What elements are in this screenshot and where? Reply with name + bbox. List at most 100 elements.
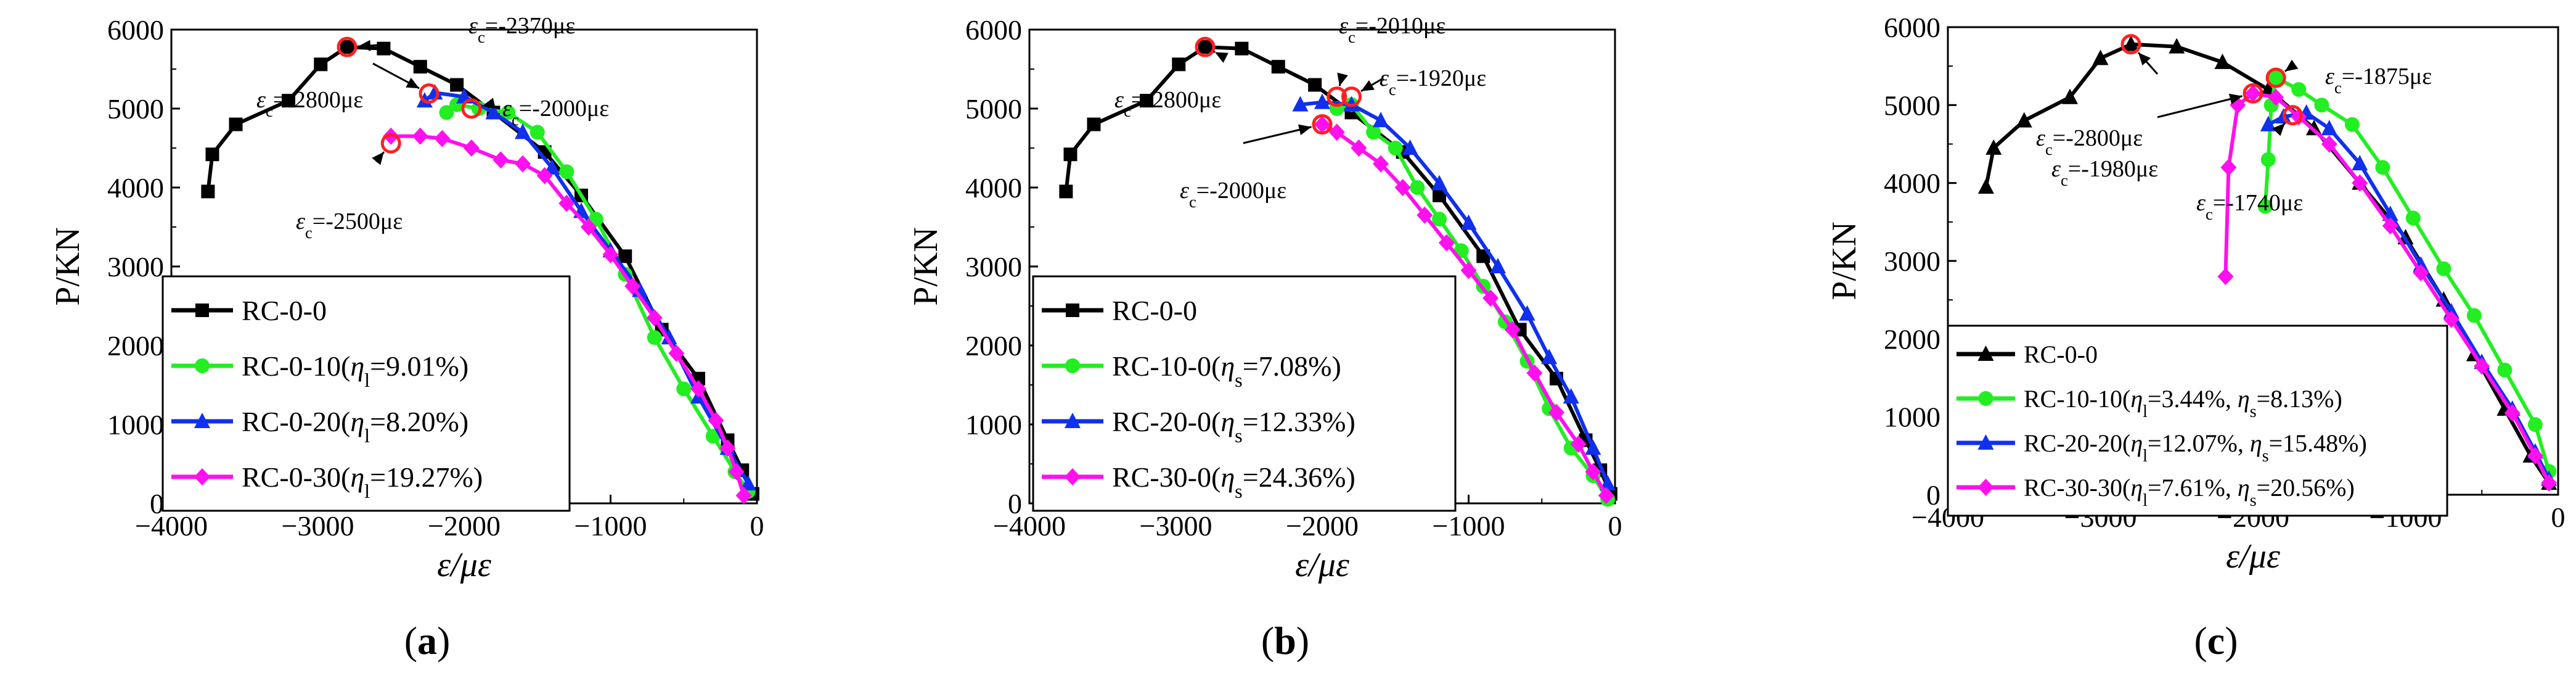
y-tick-label: 4000 (965, 172, 1022, 204)
series-RC-30-0 (1314, 115, 1614, 505)
panel-label: (c) (2194, 619, 2238, 663)
data-point-RC-0-30 (602, 246, 619, 263)
y-tick-label: 0 (1008, 488, 1022, 519)
data-point-RC-10-10 (2257, 199, 2273, 214)
peak-marker-circle (2265, 67, 2286, 88)
peak-marker-circle (380, 133, 401, 154)
y-axis-title: P/KN (1825, 221, 1863, 300)
data-point-RC-0-30 (536, 167, 553, 184)
strain-annotation: εc=-1740με (2196, 190, 2303, 223)
data-point-RC-30-0 (1460, 262, 1477, 279)
data-point-RC-0-0 (1140, 94, 1153, 108)
legend: RC-0-0 RC-0-10(ηl=9.01%) RC-0-20(ηl=8.20%)… (162, 275, 571, 512)
legend-label: RC-0-30(ηl=19.27%) (242, 461, 483, 502)
data-point-RC-0-0 (450, 78, 464, 92)
y-tick-label: 6000 (1884, 12, 1940, 43)
data-point-RC-20-0 (1600, 475, 1616, 490)
y-tick-label: 1000 (107, 409, 164, 440)
data-point-RC-30-0 (1314, 115, 1330, 133)
y-tick-label: 3000 (107, 251, 164, 283)
data-point-RC-0-20 (485, 104, 502, 120)
annotation-arrowhead (1361, 80, 1375, 91)
data-point-RC-10-10 (2466, 308, 2482, 323)
data-point-RC-30-30 (2352, 174, 2368, 192)
x-tick-label: −1000 (1433, 510, 1505, 542)
data-point-RC-20-0 (1402, 139, 1418, 155)
data-point-RC-0-0 (1087, 117, 1101, 131)
x-tick-label: 0 (750, 510, 764, 542)
legend-swatch-marker (1978, 391, 1993, 406)
y-tick-label: 5000 (1884, 89, 1940, 121)
chart-panel-c: −4000 −3000 −2000 −1000 00100020003000400050… (1825, 12, 2566, 663)
data-point-RC-0-30 (493, 151, 509, 169)
peak-marker-circle (1341, 86, 1362, 107)
data-point-RC-30-30 (2382, 217, 2398, 235)
legend-label: RC-0-20(ηl=8.20%) (242, 406, 468, 447)
data-point-RC-0-30 (624, 278, 641, 295)
data-point-RC-0-10 (501, 105, 516, 120)
data-point-RC-0-0 (2062, 88, 2078, 104)
data-point-RC-0-0 (2169, 38, 2185, 54)
data-point-RC-10-10 (2375, 160, 2390, 175)
strain-annotation: εc=-2000με (502, 96, 609, 129)
legend-box (162, 275, 571, 512)
data-point-RC-0-0 (1433, 188, 1446, 202)
panel-label: (a) (404, 619, 451, 663)
legend-label: RC-0-10(ηl=9.01%) (242, 350, 468, 391)
data-point-RC-20-0 (1431, 175, 1447, 191)
legend-label: RC-10-0(ηs=7.08%) (1112, 350, 1341, 391)
strain-annotation: εc=-2500με (296, 209, 403, 242)
data-point-RC-0-0 (1271, 60, 1285, 74)
data-point-RC-0-0 (229, 117, 243, 131)
series-RC-0-30 (383, 127, 752, 505)
data-point-RC-30-0 (1351, 139, 1367, 157)
data-point-RC-30-0 (1417, 206, 1433, 224)
data-point-RC-20-0 (1563, 388, 1579, 404)
data-point-RC-20-20 (2352, 155, 2368, 171)
y-axis-title: P/KN (49, 227, 87, 306)
data-point-RC-20-20 (2321, 120, 2337, 136)
data-point-RC-0-30 (412, 127, 428, 145)
data-point-RC-30-0 (1482, 289, 1499, 307)
x-tick-label: −3000 (282, 510, 354, 542)
data-point-RC-10-0 (1410, 180, 1425, 195)
data-point-RC-30-0 (1585, 463, 1601, 481)
data-point-RC-0-0 (1172, 57, 1186, 72)
peak-marker-circle (1327, 86, 1347, 107)
data-point-RC-0-0 (205, 147, 219, 162)
legend-label: RC-20-20(ηl=12.07%, ηs=15.48%) (2024, 429, 2367, 466)
legend-swatch-marker (1066, 303, 1079, 317)
data-point-RC-0-30 (646, 309, 663, 327)
data-point-RC-0-0 (2092, 49, 2109, 65)
data-point-RC-10-10 (2260, 152, 2276, 167)
data-point-RC-0-0 (314, 57, 328, 72)
data-point-RC-0-0 (1198, 40, 1212, 54)
data-point-RC-30-30 (2541, 474, 2558, 492)
data-point-RC-0-30 (515, 155, 531, 173)
y-tick-label: 6000 (965, 14, 1022, 46)
peak-marker-circle (419, 83, 440, 104)
data-point-RC-20-0 (1314, 93, 1330, 109)
strain-annotation: εc=-2370με (468, 13, 575, 46)
x-axis-title: ε/με (1295, 546, 1350, 584)
data-point-RC-0-0 (282, 94, 295, 108)
data-point-RC-0-0 (1977, 178, 1994, 194)
data-point-RC-30-30 (2245, 85, 2261, 102)
x-axis-title: ε/με (437, 546, 492, 584)
data-point-RC-20-20 (2260, 115, 2276, 131)
y-tick-label: 4000 (1884, 168, 1940, 199)
legend-swatch-marker (195, 303, 209, 317)
data-point-RC-20-0 (1585, 439, 1601, 455)
legend-label: RC-0-0 (1112, 295, 1197, 326)
data-point-RC-10-0 (1432, 212, 1447, 227)
legend-swatch-marker (1065, 358, 1080, 373)
data-point-RC-0-10 (559, 164, 574, 180)
y-tick-label: 6000 (107, 14, 164, 46)
series-RC-30-30 (2217, 85, 2558, 492)
data-point-RC-30-0 (1548, 403, 1564, 421)
peak-marker-circle (461, 98, 482, 119)
data-point-RC-30-30 (2291, 108, 2307, 126)
data-point-RC-0-10 (647, 330, 662, 345)
data-point-RC-10-0 (1366, 125, 1381, 140)
